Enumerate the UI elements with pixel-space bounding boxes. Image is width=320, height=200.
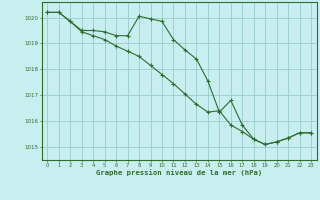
X-axis label: Graphe pression niveau de la mer (hPa): Graphe pression niveau de la mer (hPa) (96, 169, 262, 176)
